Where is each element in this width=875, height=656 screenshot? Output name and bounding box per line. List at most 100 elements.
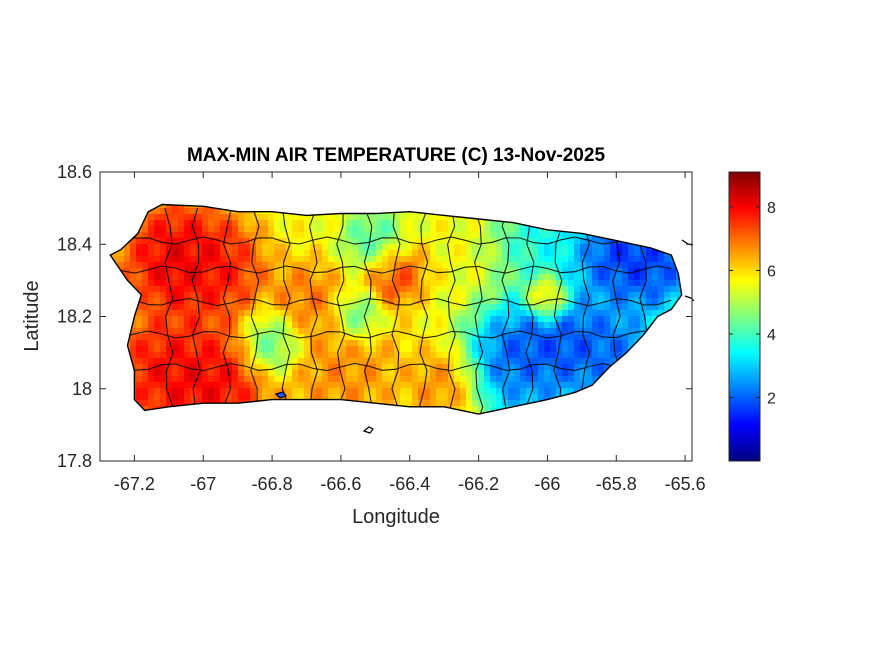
heatmap-cell <box>304 208 311 215</box>
heatmap-cell <box>688 328 695 335</box>
heatmap-cell <box>352 454 359 461</box>
heatmap-cell <box>664 172 671 179</box>
heatmap-cell <box>214 388 221 395</box>
heatmap-cell <box>394 382 401 389</box>
heatmap-cell <box>628 304 635 311</box>
heatmap-cell <box>154 436 161 443</box>
heatmap-cell <box>268 382 275 389</box>
heatmap-cell <box>226 280 233 287</box>
heatmap-cell <box>238 370 245 377</box>
heatmap-cell <box>220 316 227 323</box>
heatmap-cell <box>220 454 227 461</box>
heatmap-cell <box>184 424 191 431</box>
heatmap-cell <box>466 250 473 257</box>
heatmap-cell <box>202 406 209 413</box>
heatmap-cell <box>430 232 437 239</box>
heatmap-cell <box>544 412 551 414</box>
heatmap-cell <box>346 316 353 323</box>
heatmap-cell <box>310 334 317 341</box>
heatmap-cell <box>394 412 401 414</box>
heatmap-cell <box>154 442 161 449</box>
heatmap-cell <box>628 184 635 191</box>
heatmap-cell <box>676 442 683 449</box>
heatmap-cell <box>220 274 227 281</box>
heatmap-cell <box>412 400 419 407</box>
heatmap-cell <box>100 430 107 437</box>
heatmap-cell <box>232 382 239 389</box>
heatmap-cell <box>370 328 377 335</box>
heatmap-cell <box>610 204 617 209</box>
heatmap-cell <box>484 424 491 431</box>
heatmap-cell <box>472 232 479 239</box>
heatmap-cell <box>430 322 437 329</box>
heatmap-cell <box>100 304 107 311</box>
heatmap-cell <box>652 238 659 245</box>
heatmap-cell <box>442 400 449 407</box>
heatmap-cell <box>574 394 581 401</box>
heatmap-cell <box>172 454 179 461</box>
heatmap-cell <box>340 226 347 233</box>
heatmap-cell <box>616 214 623 221</box>
heatmap-cell <box>328 214 335 221</box>
heatmap-cell <box>472 454 479 461</box>
heatmap-cell <box>262 364 269 371</box>
heatmap-cell <box>508 436 515 443</box>
heatmap-cell <box>190 412 197 414</box>
heatmap-cell <box>610 172 617 179</box>
heatmap-cell <box>280 310 287 317</box>
heatmap-cell <box>118 364 125 371</box>
heatmap-cell <box>118 394 125 401</box>
heatmap-cell <box>496 412 503 414</box>
heatmap-cell <box>124 388 131 395</box>
heatmap-cell <box>322 250 329 257</box>
heatmap-cell <box>466 292 473 299</box>
heatmap-cell <box>574 400 581 407</box>
heatmap-cell <box>160 220 167 227</box>
heatmap-cell <box>628 418 635 425</box>
heatmap-cell <box>136 418 143 425</box>
heatmap-cell <box>424 244 431 251</box>
heatmap-cell <box>598 244 605 251</box>
heatmap-cell <box>622 412 629 414</box>
heatmap-cell <box>154 184 161 191</box>
heatmap-cell <box>430 316 437 323</box>
heatmap-cell <box>316 436 323 443</box>
heatmap-cell <box>454 322 461 329</box>
heatmap-cell <box>382 418 389 425</box>
heatmap-cell <box>466 286 473 293</box>
heatmap-cell <box>262 250 269 257</box>
heatmap-cell <box>358 204 365 209</box>
heatmap-cell <box>160 346 167 353</box>
heatmap-cell <box>322 394 329 401</box>
heatmap-cell <box>112 400 119 407</box>
heatmap-cell <box>190 394 197 401</box>
heatmap-cell <box>148 436 155 443</box>
heatmap-cell <box>502 388 509 395</box>
heatmap-cell <box>274 274 281 281</box>
heatmap-cell <box>574 454 581 461</box>
heatmap-cell <box>568 304 575 311</box>
heatmap-cell <box>110 298 113 305</box>
heatmap-cell <box>244 172 251 179</box>
heatmap-cell <box>652 262 659 269</box>
heatmap-cell <box>322 424 329 431</box>
heatmap-cell <box>538 204 545 209</box>
heatmap-cell <box>328 376 335 383</box>
heatmap-cell <box>130 358 137 365</box>
heatmap-cell <box>430 352 437 359</box>
heatmap-cell <box>616 340 623 347</box>
heatmap-cell <box>256 358 263 365</box>
heatmap-cell <box>388 436 395 443</box>
heatmap-cell <box>568 244 575 251</box>
heatmap-cell <box>490 430 497 437</box>
heatmap-cell <box>100 394 107 401</box>
heatmap-cell <box>508 388 515 395</box>
heatmap-cell <box>484 370 491 377</box>
heatmap-cell <box>202 346 209 353</box>
heatmap-cell <box>316 334 323 341</box>
heatmap-cell <box>544 208 551 215</box>
heatmap-cell <box>604 208 611 215</box>
heatmap-cell <box>280 304 287 311</box>
heatmap-cell <box>466 448 473 455</box>
